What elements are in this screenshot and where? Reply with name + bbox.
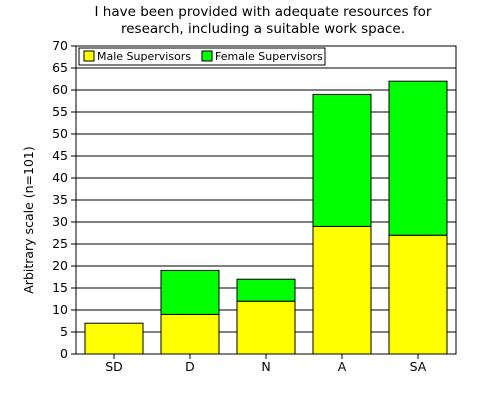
legend: Male Supervisors Female Supervisors: [78, 47, 326, 66]
bar-male-n: [236, 300, 296, 355]
x-tick-label-a: A: [338, 359, 347, 374]
y-tick-label: 60: [52, 82, 68, 97]
legend-label-male: Male Supervisors: [97, 50, 191, 63]
y-axis-ticks: 0 5 10 15 20 25 30 35 40 45 50 55 60 65 70: [52, 38, 76, 361]
chart-title: I have been provided with adequate resou…: [95, 4, 432, 37]
bars: [84, 80, 448, 355]
bar-female-a: [312, 93, 372, 227]
legend-swatch-female: [201, 50, 213, 62]
bar-male-d: [160, 313, 220, 355]
bar-female-sa: [388, 80, 448, 236]
y-tick-label: 10: [52, 302, 68, 317]
bar-male-a: [312, 225, 372, 355]
y-tick-label: 5: [60, 324, 68, 339]
legend-label-female: Female Supervisors: [215, 50, 323, 63]
y-tick-label: 70: [52, 38, 68, 53]
bar-male-sd: [84, 322, 144, 355]
chart-title-line-1: I have been provided with adequate resou…: [95, 4, 432, 20]
y-axis-label: Arbitrary scale (n=101): [21, 146, 36, 294]
y-tick-label: 40: [52, 170, 68, 185]
chart-title-line-2: research, including a suitable work spac…: [121, 21, 405, 37]
plot-frame: [75, 45, 457, 355]
x-tick-label-sd: SD: [105, 359, 123, 374]
x-tick-label-n: N: [261, 359, 270, 374]
y-tick-label: 55: [52, 104, 68, 119]
y-tick-label: 45: [52, 148, 68, 163]
legend-swatch-male: [83, 50, 95, 62]
y-tick-label: 15: [52, 280, 68, 295]
x-tick-label-d: D: [185, 359, 195, 374]
y-tick-label: 0: [60, 346, 68, 361]
y-tick-label: 25: [52, 236, 68, 251]
x-tick-label-sa: SA: [410, 359, 427, 374]
y-tick-label: 35: [52, 192, 68, 207]
bar-male-sa: [388, 234, 448, 355]
y-tick-label: 30: [52, 214, 68, 229]
y-tick-label: 50: [52, 126, 68, 141]
y-tick-label: 20: [52, 258, 68, 273]
y-tick-label: 65: [52, 60, 68, 75]
bar-female-d: [160, 269, 220, 315]
x-axis-ticks: SD D N A SA: [105, 354, 427, 374]
bar-female-n: [236, 278, 296, 302]
